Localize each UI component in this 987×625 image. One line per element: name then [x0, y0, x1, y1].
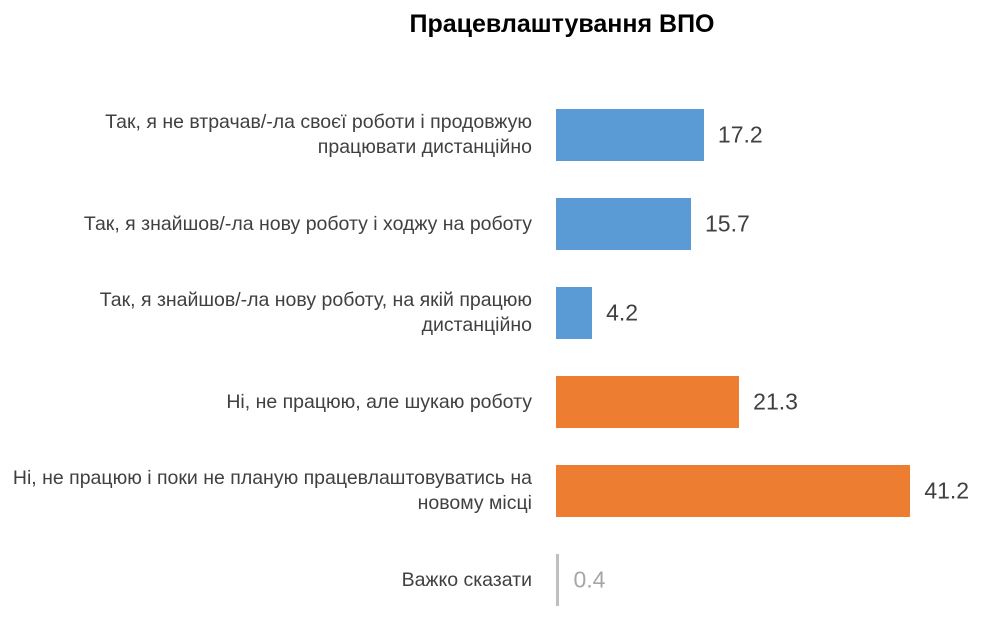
value-label: 0.4 [573, 566, 606, 593]
value-label: 17.2 [717, 121, 763, 148]
bar [556, 109, 704, 161]
chart: Працевлаштування ВПО Так, я не втрачав/-… [12, 10, 970, 606]
value-label: 21.3 [753, 388, 798, 415]
category-label: Ні, не працюю, але шукаю роботу [226, 390, 532, 413]
category-label: Так, я знайшов/-ла нову роботу, на якій … [99, 289, 532, 336]
category-label: Ні, не працюю і поки не планую працевлаш… [12, 467, 532, 514]
bar [556, 198, 692, 250]
bar [556, 465, 911, 517]
category-label: Так, я не втрачав/-ла своєї роботи і про… [105, 111, 532, 158]
bar [556, 376, 740, 428]
value-label: 4.2 [606, 299, 639, 326]
bar [556, 554, 560, 606]
category-label: Так, я знайшов/-ла нову роботу і ходжу н… [83, 212, 532, 235]
value-label: 41.2 [924, 477, 970, 504]
category-label: Важко сказати [401, 568, 532, 591]
chart-title: Працевлаштування ВПО [409, 10, 715, 38]
bar [556, 287, 593, 339]
value-label: 15.7 [705, 210, 750, 237]
